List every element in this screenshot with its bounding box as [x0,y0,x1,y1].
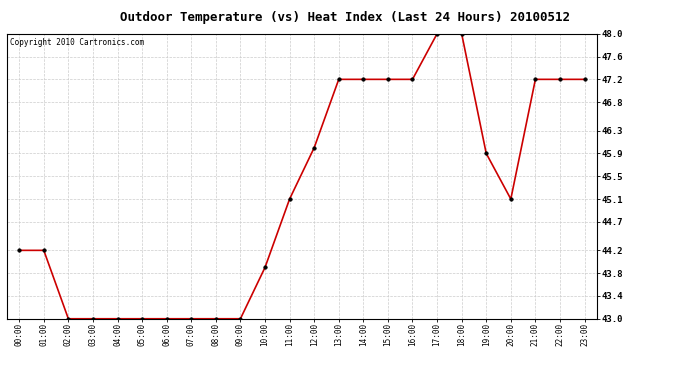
Text: Outdoor Temperature (vs) Heat Index (Last 24 Hours) 20100512: Outdoor Temperature (vs) Heat Index (Las… [120,11,570,24]
Text: Copyright 2010 Cartronics.com: Copyright 2010 Cartronics.com [10,38,144,47]
